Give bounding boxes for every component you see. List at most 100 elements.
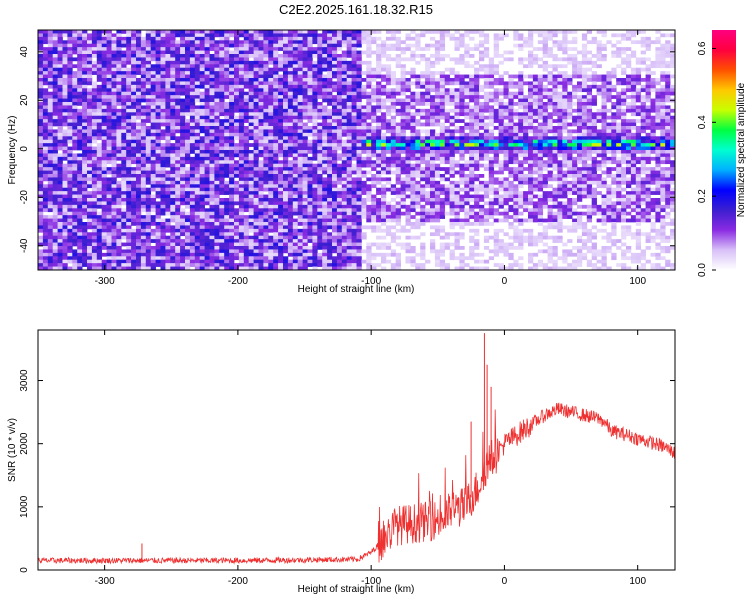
spectrogram-cell <box>126 259 132 264</box>
spectrogram-cell <box>204 225 210 230</box>
spectrogram-cell <box>229 88 235 93</box>
spectrogram-cell <box>400 167 406 171</box>
spectrogram-cell <box>170 170 176 175</box>
spectrogram-cell <box>67 201 73 206</box>
spectrogram-cell <box>268 60 274 65</box>
spectrogram-cell <box>390 143 397 147</box>
spectrogram-cell <box>381 167 387 171</box>
spectrogram-cell <box>297 43 303 48</box>
spectrogram-cell <box>243 160 250 165</box>
spectrogram-cell <box>155 67 161 72</box>
spectrogram-cell <box>341 266 348 271</box>
spectrogram-cell <box>278 235 284 240</box>
spectrogram-cell <box>376 160 382 165</box>
spectrogram-cell <box>263 201 269 206</box>
spectrogram-cell <box>351 156 357 161</box>
spectrogram-cell <box>322 136 328 141</box>
spectrogram-cell <box>101 54 107 58</box>
spectrogram-cell <box>234 60 240 65</box>
spectrogram-cell <box>238 215 245 219</box>
spectrogram-cell <box>336 232 343 237</box>
spectrogram-cell <box>180 242 186 247</box>
spectrogram-cell <box>170 126 176 130</box>
spectrogram-cell <box>312 263 318 267</box>
spectrogram-cell <box>62 225 68 230</box>
spectrogram-cell <box>405 180 411 185</box>
spectrogram-cell <box>42 218 49 223</box>
spectrogram-cell <box>62 122 68 127</box>
spectrogram-cell <box>273 74 279 79</box>
spectrogram-cell <box>111 81 117 86</box>
spectrogram-cell <box>57 81 63 86</box>
spectrogram-cell <box>317 36 323 41</box>
spectrogram-cell <box>57 266 63 271</box>
spectrogram-cell <box>366 191 372 195</box>
spectrogram-cell <box>38 122 44 127</box>
spectrogram-cell <box>42 156 49 161</box>
spectrogram-cell <box>219 129 225 134</box>
spectrogram-cell <box>170 235 176 240</box>
spectrogram-cell <box>243 218 250 223</box>
spectrogram-cell <box>278 194 284 199</box>
spectrogram-cell <box>356 191 362 195</box>
spectrogram-cell <box>336 174 343 178</box>
spectrogram-cell <box>258 105 264 110</box>
spectrogram-cell <box>341 54 348 58</box>
spectrogram-cell <box>199 211 205 216</box>
spectrogram-cell <box>395 126 401 130</box>
spectrogram-cell <box>62 98 68 103</box>
spectrogram-cell <box>341 263 348 267</box>
spectrogram-cell <box>170 156 176 161</box>
spectrogram-cell <box>268 222 274 226</box>
spectrogram-cell <box>91 170 98 175</box>
spectrogram-cell <box>145 249 152 254</box>
spectrogram-cell <box>224 95 230 99</box>
spectrogram-cell <box>214 91 220 96</box>
spectrogram-cell <box>268 43 274 48</box>
spectrogram-cell <box>204 71 210 75</box>
spectrogram-cell <box>224 60 230 65</box>
spectrogram-cell <box>131 222 137 226</box>
spectrogram-cell <box>258 67 264 72</box>
spectrogram-cell <box>67 115 73 120</box>
spectrogram-cell <box>194 119 201 123</box>
spectrogram-cell <box>361 50 367 55</box>
spectrogram-cell <box>400 78 406 82</box>
spectrogram-cell <box>199 180 205 185</box>
spectrogram-cell <box>67 163 73 168</box>
spectrogram-cell <box>283 112 289 117</box>
spectrogram-cell <box>214 256 220 261</box>
spectrogram-cell <box>238 228 245 233</box>
spectrogram-cell <box>361 139 367 144</box>
spectrogram-cell <box>390 139 397 144</box>
spectrogram-cell <box>204 160 210 165</box>
spectrogram-cell <box>283 98 289 103</box>
spectrogram-cell <box>82 84 88 89</box>
spectrogram-cell <box>131 43 137 48</box>
spectrogram-cell <box>341 167 348 171</box>
spectrogram-cell <box>385 201 392 206</box>
spectrogram-cell <box>140 177 147 182</box>
spectrogram-cell <box>150 246 156 250</box>
spectrogram-cell <box>332 81 338 86</box>
spectrogram-cell <box>77 180 83 185</box>
spectrogram-cell <box>170 252 176 257</box>
spectrogram-cell <box>341 78 348 82</box>
spectrogram-cell <box>185 218 191 223</box>
spectrogram-cell <box>175 263 181 267</box>
spectrogram-cell <box>307 143 313 147</box>
spectrogram-cell <box>96 180 103 185</box>
spectrogram-cell <box>96 143 103 147</box>
spectrogram-cell <box>400 163 406 168</box>
spectrogram-cell <box>38 129 44 134</box>
spectrogram-cell <box>395 194 401 199</box>
spectrogram-cell <box>229 225 235 230</box>
spectrogram-cell <box>214 194 220 199</box>
spectrogram-cell <box>405 184 411 189</box>
spectrogram-cell <box>101 150 107 154</box>
spectrogram-cell <box>175 187 181 192</box>
spectrogram-cell <box>356 222 362 226</box>
spectrogram-cell <box>224 30 230 34</box>
spectrogram-cell <box>209 215 215 219</box>
spectrogram-cell <box>332 57 338 62</box>
